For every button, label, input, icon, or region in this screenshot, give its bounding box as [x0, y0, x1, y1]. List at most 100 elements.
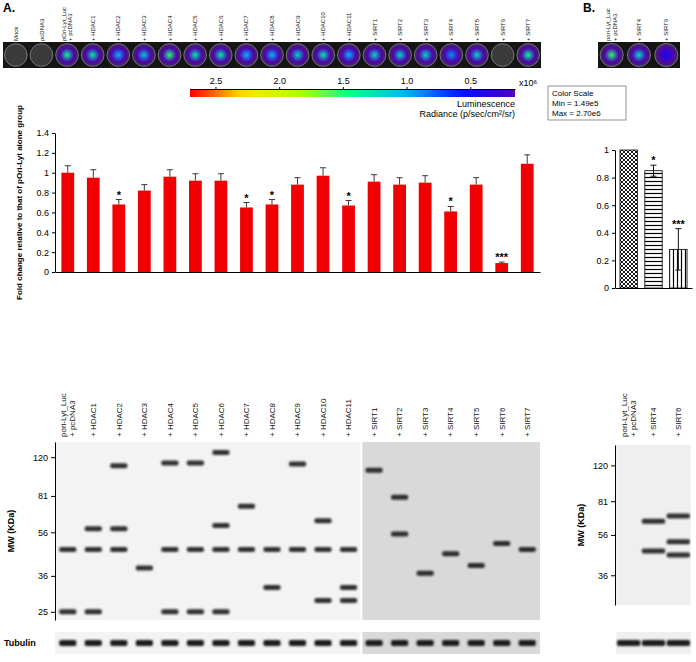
- category-label: + SIRT1: [370, 407, 379, 437]
- blot-bands: [59, 450, 536, 614]
- tick: 0.6: [36, 208, 55, 218]
- tick-label: 2.5: [210, 76, 223, 86]
- error-cap: [192, 173, 198, 174]
- tick: 0.5: [465, 76, 478, 89]
- category-label: + SIRT7: [523, 407, 532, 437]
- category-label: + HDAC1: [89, 402, 98, 437]
- error-stem: [93, 170, 94, 178]
- background: [0, 0, 696, 662]
- plot-area: [620, 150, 687, 288]
- error-bar: [65, 166, 71, 173]
- tubulin-band: [110, 640, 127, 646]
- category-label: + HDAC5: [191, 402, 200, 437]
- tubulin-band: [59, 640, 76, 646]
- blot-bands: [642, 513, 690, 557]
- figure: A.B.MockpcDNA3pOri-Lyt_Luc+ pcDNA3+ HDAC…: [0, 0, 696, 662]
- band: [365, 468, 382, 473]
- tick-mark: [611, 501, 615, 502]
- band: [314, 547, 331, 552]
- tubulin-band: [468, 640, 485, 646]
- well-signal: [287, 44, 309, 66]
- band: [136, 565, 153, 570]
- mw-axis: 120815636: [593, 446, 616, 606]
- well-signal: [517, 44, 539, 66]
- well: [133, 44, 156, 67]
- bar: [620, 150, 637, 288]
- well: [440, 44, 463, 67]
- well-label: + HDAC11: [346, 12, 352, 41]
- tick-mark: [343, 87, 344, 89]
- tick: 0.6: [596, 201, 615, 211]
- well: [414, 44, 437, 67]
- band: [212, 450, 229, 455]
- error-cap: [218, 173, 224, 174]
- error-stem: [220, 174, 221, 181]
- well-label: + SIRT4: [636, 18, 642, 41]
- tick: 36: [38, 571, 55, 581]
- error-cap: [397, 177, 403, 178]
- tubulin-band: [417, 640, 434, 646]
- well-label: pori-Lyt_Luc+ pcDNA3: [605, 8, 618, 41]
- tick: 25: [38, 607, 55, 617]
- tick-mark: [51, 457, 55, 458]
- well-label: + SIRT1: [372, 18, 378, 41]
- error-cap: [65, 165, 71, 166]
- well: [107, 44, 130, 67]
- well-signal: [389, 44, 411, 66]
- category-label: pori-Lyt_Luc+ pcDNA3: [620, 393, 638, 437]
- band: [391, 495, 408, 500]
- tubulin-band: [238, 640, 255, 646]
- tick: 0.4: [596, 228, 615, 238]
- band: [519, 547, 536, 552]
- category-label: + HDAC6: [217, 402, 226, 437]
- bar-chart: 00.20.40.60.811.21.4Fold change relative…: [15, 105, 541, 437]
- panel-label: A.: [3, 1, 15, 15]
- error-bar: [524, 155, 530, 164]
- tick-label: 1.2: [36, 148, 49, 158]
- significance: *: [244, 192, 249, 204]
- well-label: + SIRT7: [525, 18, 531, 41]
- error-bar: [397, 178, 403, 185]
- well-plate: [3, 42, 541, 68]
- error-stem: [399, 178, 400, 185]
- category-label: + HDAC9: [293, 402, 302, 437]
- error-cap: [141, 184, 147, 185]
- well-label: + SIRT4: [448, 18, 454, 41]
- well-label: + HDAC9: [295, 15, 301, 41]
- category-label: + HDAC11: [344, 399, 353, 437]
- band: [59, 609, 76, 614]
- error-bar: [675, 229, 681, 270]
- well-label: + HDAC6: [218, 15, 224, 41]
- band: [212, 523, 229, 528]
- tick-mark: [470, 87, 471, 89]
- tubulin-membrane: [616, 632, 691, 654]
- color-bar-unit: Radiance (p/sec/cm²/sr): [419, 109, 515, 119]
- band: [340, 585, 357, 590]
- tick: 56: [38, 528, 55, 538]
- tick-mark: [215, 87, 216, 89]
- well: [81, 44, 104, 67]
- bar: [112, 204, 125, 272]
- tubulin-band: [667, 640, 690, 646]
- band: [263, 547, 280, 552]
- bar-chart: 00.20.40.60.81****pori-Lyt_Luc+ pcDNA3+ …: [596, 145, 692, 437]
- tick-mark: [612, 150, 615, 151]
- tick: 0: [44, 267, 55, 277]
- tick-label: 0.2: [596, 256, 609, 266]
- well: [235, 44, 258, 67]
- plot-area: [61, 155, 533, 272]
- bar: [87, 178, 100, 272]
- tick-label: 0.4: [596, 228, 609, 238]
- blot-membrane: [616, 445, 691, 605]
- error-stem: [374, 175, 375, 182]
- tick: 1.5: [337, 76, 350, 89]
- well-signal: [655, 44, 677, 66]
- band: [212, 547, 229, 552]
- tubulin-band: [340, 640, 357, 646]
- significance: ***: [672, 218, 686, 230]
- band: [340, 598, 357, 603]
- mw-axis-title: MW (KDa): [6, 510, 16, 553]
- well-image: MockpcDNA3pOri-Lyt_Luc+ pcDNA3+ HDAC1+ H…: [3, 7, 541, 68]
- tick-mark: [612, 178, 615, 179]
- color-scale-box: [548, 86, 626, 120]
